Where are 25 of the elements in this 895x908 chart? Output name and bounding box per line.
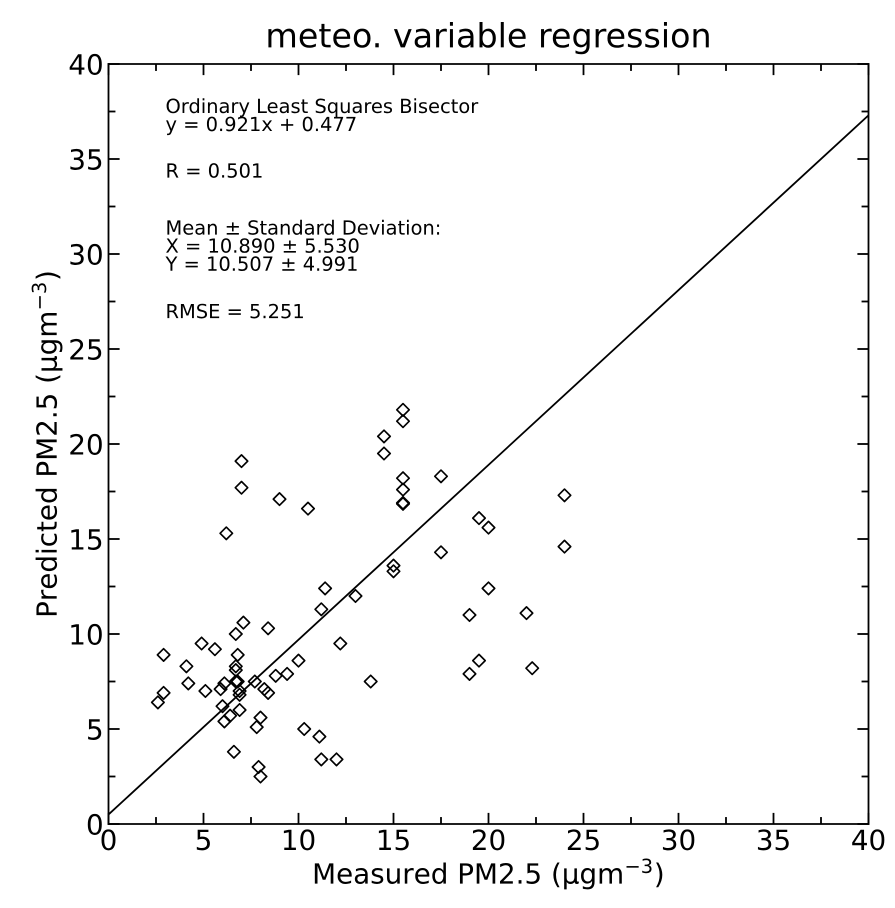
y-tick-label: 40 bbox=[70, 54, 102, 75]
annotation: Ordinary Least Squares Bisector y = 0.921x + 0.477 bbox=[166, 98, 478, 136]
y-tick-label: 0 bbox=[88, 814, 102, 835]
y-tick-label: 25 bbox=[70, 338, 102, 360]
x-tick-label: 5 bbox=[196, 830, 210, 850]
x-tick-label: 0 bbox=[101, 829, 116, 850]
annotation: RMSE = 5.251 bbox=[167, 304, 303, 318]
y-tick-label: 15 bbox=[71, 529, 102, 550]
y-tick-label: 5 bbox=[88, 719, 102, 740]
annotation: R = 0.501 bbox=[167, 163, 262, 178]
y-tick-label: 10 bbox=[71, 624, 102, 645]
x-tick-label: 20 bbox=[472, 829, 504, 850]
x-tick-label: 30 bbox=[662, 829, 694, 850]
y-tick-label: 20 bbox=[70, 434, 102, 455]
annotation: Mean ± Standard Deviation: X = 10.890 ± 5.530 Y = 10.507 ± 4.991 bbox=[165, 220, 440, 272]
y-tick-label: 35 bbox=[70, 148, 102, 170]
y-axis-title: Predicted PM2.5 (μgm$^{−3}$) bbox=[32, 272, 62, 616]
y-tick-label: 30 bbox=[70, 244, 102, 265]
chart-title: meteo. variable regression bbox=[268, 22, 709, 54]
x-tick-label: 10 bbox=[284, 829, 314, 850]
x-axis-title: Measured PM2.5 (μgm$^{−3}$) bbox=[314, 858, 662, 890]
x-tick-label: 35 bbox=[758, 829, 789, 850]
x-tick-label: 25 bbox=[568, 829, 599, 850]
x-tick-label: 15 bbox=[378, 830, 409, 850]
x-tick-label: 40 bbox=[852, 829, 884, 850]
